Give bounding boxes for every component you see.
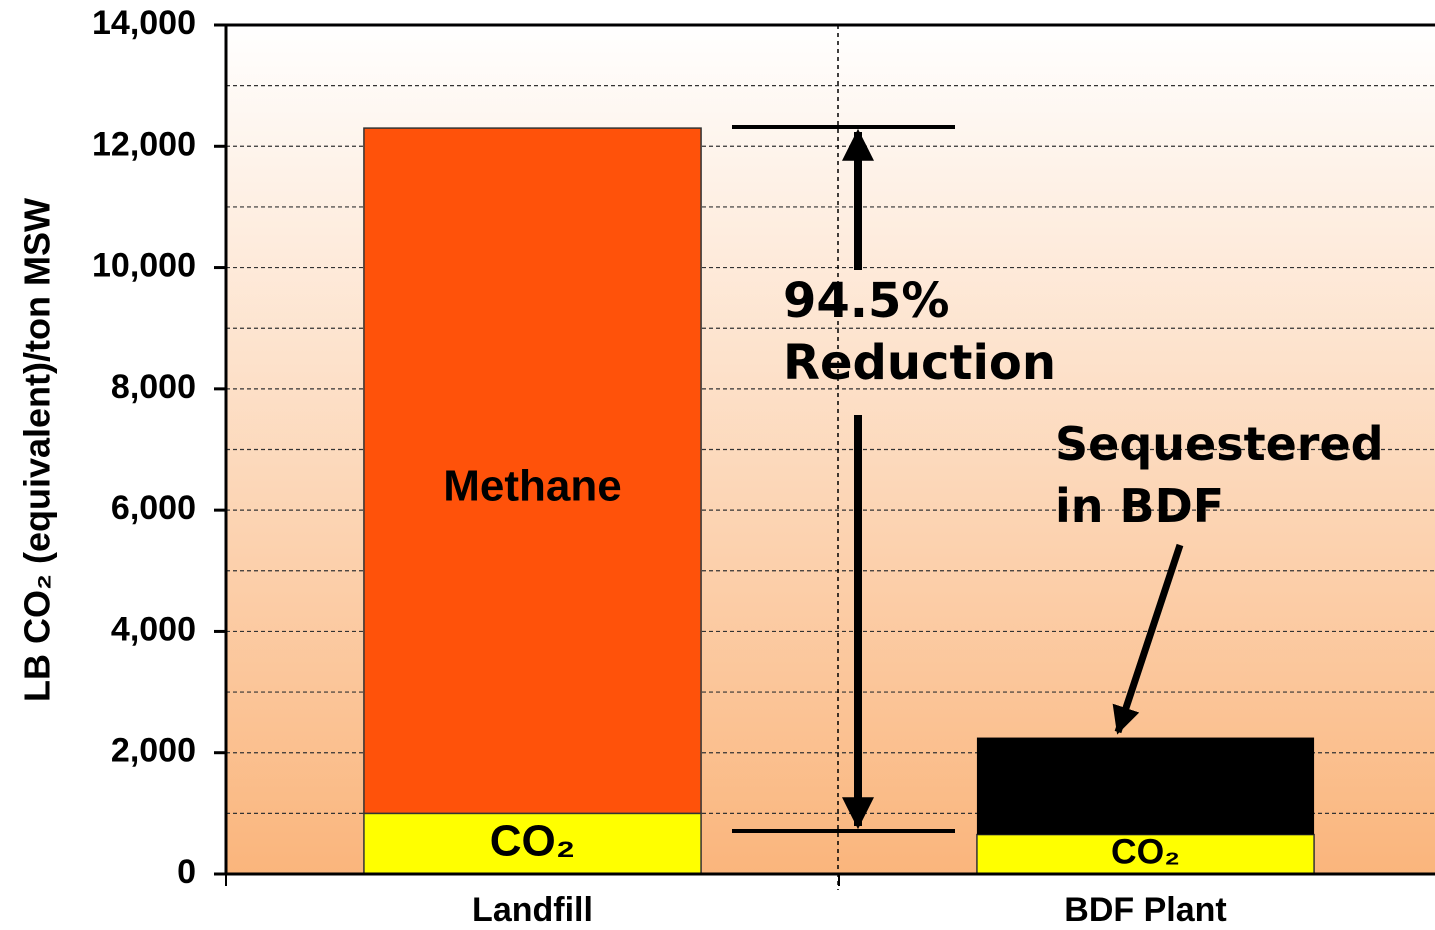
y-tick-label: 2,000 bbox=[111, 732, 196, 770]
y-tick-label: 10,000 bbox=[92, 247, 196, 285]
segment-label: CO₂ bbox=[1111, 832, 1180, 872]
bar-segment bbox=[363, 127, 702, 815]
sequestered-arrow bbox=[1112, 543, 1184, 735]
y-tick-label: 14,000 bbox=[92, 4, 196, 42]
segment-label: CO₂ bbox=[490, 816, 576, 865]
x-tick-label: Landfill bbox=[472, 891, 593, 929]
y-tick-label: 0 bbox=[177, 853, 196, 891]
reduction-annotation: 94.5% Reduction bbox=[783, 273, 1057, 391]
y-axis-title: LB CO₂ (equivalent)/ton MSW bbox=[17, 198, 58, 702]
bar-segment bbox=[976, 833, 1315, 875]
y-tick-label: 6,000 bbox=[111, 489, 196, 527]
segment-label: Methane bbox=[443, 461, 621, 510]
x-tick-label: BDF Plant bbox=[1064, 891, 1226, 929]
y-tick-label: 8,000 bbox=[111, 368, 196, 406]
y-tick-label: 12,000 bbox=[92, 125, 196, 163]
bar-segment bbox=[976, 737, 1315, 835]
y-tick-label: 4,000 bbox=[111, 610, 196, 648]
bar-segment bbox=[363, 812, 702, 875]
sequestered-annotation: Sequestered in BDF bbox=[1055, 417, 1384, 533]
